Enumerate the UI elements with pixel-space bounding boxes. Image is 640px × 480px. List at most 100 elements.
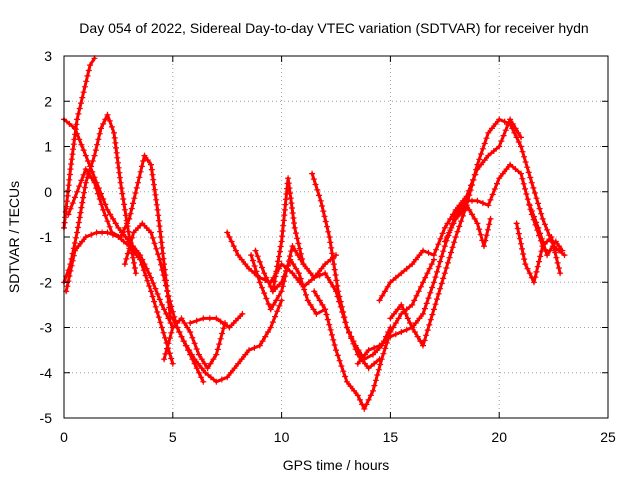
data-point (432, 301, 439, 308)
data-point (414, 333, 421, 340)
data-point (490, 148, 497, 154)
data-point (449, 244, 456, 251)
data-point (121, 201, 128, 208)
data-point (188, 351, 195, 358)
data-point (447, 215, 454, 222)
data-point (275, 258, 282, 265)
data-point (275, 292, 282, 299)
data-point (119, 229, 126, 236)
data-point (515, 230, 522, 237)
data-point (322, 261, 329, 268)
data-point (512, 166, 519, 173)
data-point (75, 243, 82, 249)
data-point (471, 171, 478, 178)
data-point (318, 265, 325, 272)
data-point (350, 338, 357, 345)
data-point (370, 387, 376, 394)
data-point (142, 272, 149, 279)
data-point (91, 179, 98, 186)
data-point (140, 267, 147, 274)
data-point (149, 234, 156, 241)
data-point (81, 83, 88, 90)
data-point (394, 306, 401, 313)
data-point (230, 320, 237, 326)
data-point (450, 220, 457, 227)
data-point (289, 210, 296, 216)
data-point (136, 174, 143, 181)
data-point (79, 238, 86, 245)
data-point (82, 166, 89, 173)
data-point (189, 334, 196, 341)
data-point (87, 62, 94, 69)
data-point (297, 275, 304, 282)
data-point (198, 356, 205, 363)
data-point (552, 249, 559, 256)
data-point (186, 347, 193, 354)
data-point (305, 279, 312, 286)
data-point (64, 283, 71, 290)
data-point (85, 67, 92, 74)
data-point (74, 116, 81, 123)
data-point (126, 215, 133, 222)
data-point (535, 200, 542, 207)
data-point (151, 298, 158, 305)
data-point (160, 329, 167, 336)
data-point (78, 204, 85, 211)
data-point (496, 116, 503, 123)
data-point (160, 255, 167, 262)
data-point (333, 277, 340, 284)
data-point (474, 161, 481, 168)
data-point (538, 235, 545, 242)
data-point (301, 286, 308, 293)
data-point (152, 303, 159, 310)
data-point (533, 195, 540, 202)
data-point (166, 298, 173, 305)
series-trace-12 (248, 243, 383, 372)
data-point (289, 270, 296, 277)
data-point (412, 320, 419, 326)
data-point (253, 268, 260, 275)
data-point (327, 279, 334, 286)
data-point (435, 241, 442, 248)
data-point (514, 225, 521, 232)
data-point (128, 205, 135, 212)
data-point (71, 125, 78, 132)
data-point (420, 247, 426, 254)
data-point (263, 295, 270, 302)
data-point (92, 147, 99, 154)
data-point (507, 161, 514, 168)
data-point (354, 392, 361, 399)
data-point (272, 313, 279, 320)
data-point (76, 183, 83, 190)
data-point (296, 245, 303, 252)
data-point (516, 235, 523, 242)
data-point (499, 170, 506, 177)
data-point (70, 252, 77, 259)
data-point (382, 288, 388, 295)
data-point (100, 206, 107, 213)
data-point (84, 72, 91, 79)
data-point (456, 211, 463, 218)
data-point (191, 356, 198, 363)
data-point (536, 205, 543, 212)
data-point (430, 252, 437, 259)
data-point (485, 202, 492, 209)
data-point (100, 120, 107, 127)
y-axis-label: SDTVAR / TECUs (6, 181, 22, 293)
data-point (80, 147, 87, 154)
data-point (330, 261, 337, 268)
data-point (232, 247, 239, 254)
data-point (285, 258, 292, 265)
data-point (137, 256, 144, 263)
data-point (429, 311, 436, 318)
data-point (481, 243, 487, 250)
data-point (294, 235, 301, 242)
data-point (320, 208, 327, 215)
data-point (411, 329, 418, 335)
data-point (519, 245, 525, 252)
data-point (151, 186, 158, 193)
data-point (71, 247, 78, 254)
data-point (438, 280, 445, 287)
data-point (291, 224, 298, 231)
data-point (435, 290, 442, 297)
